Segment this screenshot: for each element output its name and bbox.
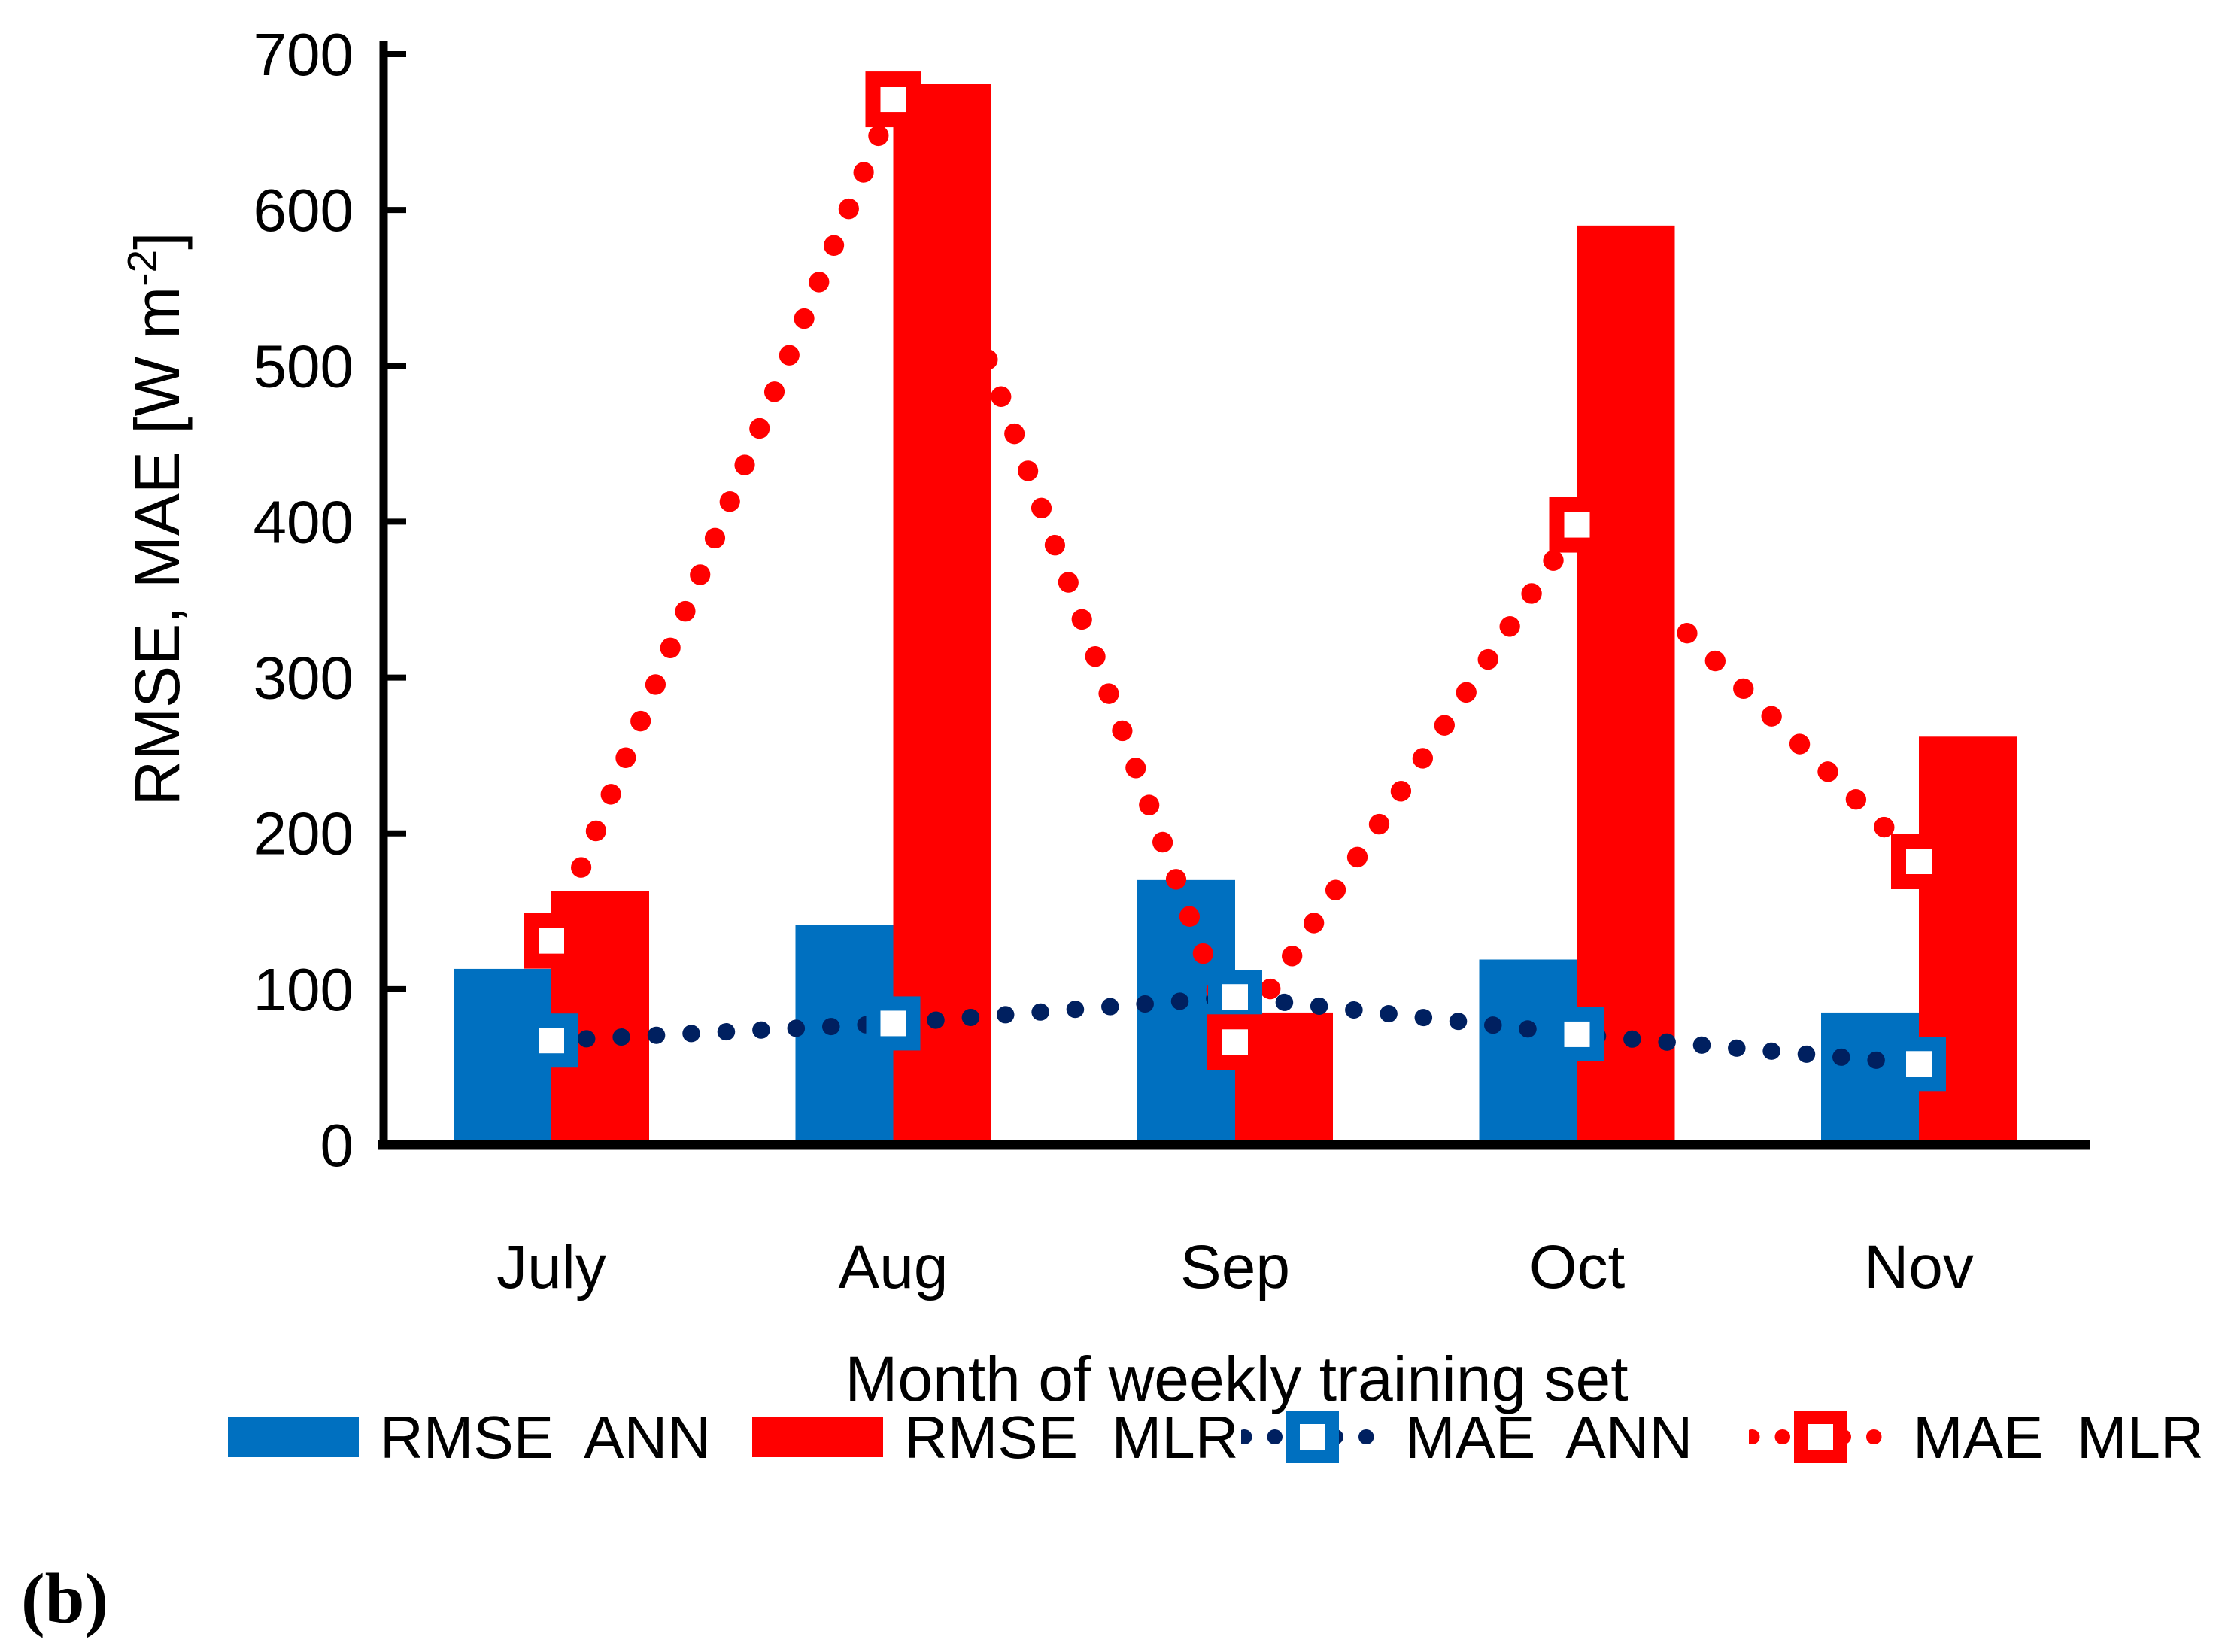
marker-hole-mae-mlr-aug [880, 87, 906, 113]
marker-hole-mae-mlr-oct [1564, 512, 1590, 538]
legend-label-rmse-mlr: RMSE MLR [904, 1404, 1239, 1471]
legend-marker-glyph-mae-mlr [1744, 1411, 1896, 1463]
legend-label-mae-mlr: MAE MLR [1913, 1404, 2204, 1471]
y-tick-label-600: 600 [253, 177, 354, 244]
chart-legend: RMSE ANN RMSE MLR MAE ANN MAE MLR [0, 0, 2216, 1469]
y-tick-label-700: 700 [253, 21, 354, 88]
figure-sublabel: (b) [21, 1559, 109, 1638]
marker-hole-mae-mlr-sep [1222, 1029, 1248, 1055]
legend-square-marker-hole [1808, 1424, 1833, 1450]
legend-label-mae-ann: MAE ANN [1405, 1404, 1693, 1471]
line-mae-mlr [541, 71, 1929, 1065]
legend-marker-glyph-mae-ann [1237, 1411, 1389, 1463]
x-axis-title: Month of weekly training set [845, 1344, 1628, 1414]
legend-label-rmse-ann: RMSE ANN [380, 1404, 712, 1471]
y-tick-label-300: 300 [253, 645, 354, 712]
y-tick-label-200: 200 [253, 800, 354, 867]
marker-hole-mae-mlr-july [539, 928, 564, 954]
bar-rmse-mlr-aug [893, 84, 991, 1145]
x-tick-label-aug: Aug [839, 1233, 949, 1301]
legend-marker-mae-mlr [1744, 1405, 1896, 1469]
legend-square-marker-hole [1300, 1424, 1325, 1450]
marker-hole-mae-ann-sep [1222, 984, 1248, 1010]
y-tick-label-500: 500 [253, 333, 354, 399]
x-tick-label-oct: Oct [1529, 1233, 1626, 1301]
marker-hole-mae-mlr-nov [1906, 849, 1932, 874]
legend-swatch-rmse-ann [228, 1417, 359, 1457]
y-tick-label-0: 0 [320, 1112, 354, 1179]
y-tick-label-400: 400 [253, 488, 354, 555]
x-tick-label-july: July [496, 1233, 606, 1301]
x-tick-label-nov: Nov [1864, 1233, 1974, 1301]
y-tick-label-100: 100 [253, 956, 354, 1023]
x-tick-label-sep: Sep [1180, 1233, 1290, 1301]
marker-hole-mae-ann-aug [880, 1010, 906, 1037]
bar-rmse-mlr-oct [1577, 225, 1675, 1145]
y-axis-title: RMSE, MAE [W m-2] [119, 232, 193, 806]
marker-hole-mae-ann-oct [1564, 1021, 1590, 1047]
legend-marker-mae-ann [1237, 1405, 1389, 1469]
marker-hole-mae-ann-july [539, 1028, 564, 1054]
legend-swatch-rmse-mlr [752, 1417, 883, 1457]
marker-hole-mae-ann-nov [1906, 1051, 1932, 1077]
